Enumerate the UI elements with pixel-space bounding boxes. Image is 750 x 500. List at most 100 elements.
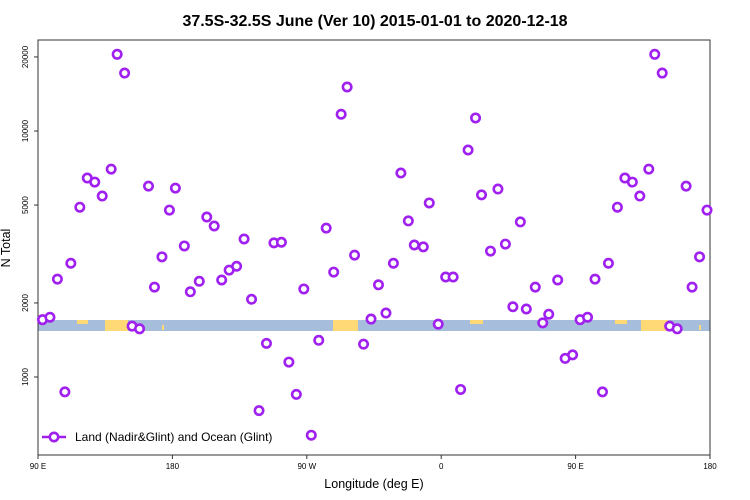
data-point [313,334,325,346]
data-point [208,220,220,232]
data-point [484,245,496,257]
data-point [476,189,488,201]
y-tick-label: 10000 [21,119,30,142]
data-point [671,323,683,335]
legend-label: Land (Nadir&Glint) and Ocean (Glint) [75,430,272,444]
data-point [582,311,594,323]
data-point [184,286,196,298]
data-point [169,182,181,194]
data-point [320,222,332,234]
chart-title: 37.5S-32.5S June (Ver 10) 2015-01-01 to … [182,13,567,30]
data-point [529,281,541,293]
data-point [567,349,579,361]
data-point [462,144,474,156]
data-point [201,211,213,223]
data-point [686,281,698,293]
x-axis: 90 E 180 90 W 0 90 E 180 [30,455,717,471]
data-point [260,337,272,349]
data-point [470,112,482,124]
x-tick-label: 180 [166,462,180,471]
y-tick-label: 5000 [21,196,30,214]
x-tick-label: 90 E [567,462,583,471]
data-point [119,67,131,79]
legend-marker [48,431,60,443]
data-point [74,201,86,213]
y-axis: 1000 2000 5000 10000 20000 [21,45,38,386]
data-point [543,308,555,320]
data-point [51,273,63,285]
data-point [447,271,459,283]
data-point [305,429,317,441]
y-tick-label: 1000 [21,368,30,386]
data-point [178,240,190,252]
data-point [111,48,123,60]
data-point [298,283,310,295]
data-point [537,317,549,329]
data-point [380,307,392,319]
data-point [499,238,511,250]
y-tick-label: 20000 [21,45,30,68]
legend: Land (Nadir&Glint) and Ocean (Glint) [42,430,272,444]
data-point [514,216,526,228]
data-point [365,313,377,325]
data-point [423,197,435,209]
data-point [65,257,77,269]
data-point [238,233,250,245]
y-axis-label: N Total [0,229,13,268]
data-points [36,48,713,441]
data-point [341,81,353,93]
x-tick-label: 90 E [30,462,46,471]
data-point [602,257,614,269]
data-point [626,176,638,188]
data-point [552,274,564,286]
data-point [143,180,155,192]
data-point [520,303,532,315]
data-point [372,279,384,291]
y-tick-label: 2000 [21,293,30,311]
data-point [634,190,646,202]
data-point [349,249,361,261]
land-patch [615,320,627,324]
land-ocean-band [38,320,710,331]
data-point [408,239,420,251]
x-tick-label: 180 [703,462,717,471]
land-patch [470,320,483,324]
data-point [507,301,519,313]
data-point [275,236,287,248]
data-point [358,338,370,350]
data-point [335,108,347,120]
data-point [89,176,101,188]
data-point [231,260,243,272]
plot-frame [37,39,711,456]
data-point [492,183,504,195]
data-point [246,293,258,305]
land-patch [641,320,668,331]
data-point [701,204,713,216]
data-point [455,383,467,395]
data-point [596,386,608,398]
data-point [148,281,160,293]
x-tick-label: 0 [439,462,444,471]
data-point [417,241,429,253]
data-point [156,251,168,263]
data-point [589,273,601,285]
data-point [402,215,414,227]
data-point [253,405,265,417]
data-point [432,318,444,330]
data-point [96,190,108,202]
data-point [611,201,623,213]
data-point [163,204,175,216]
data-point [290,388,302,400]
land-patch [162,325,164,330]
data-point [216,274,228,286]
data-point [193,275,205,287]
ocean-band [38,320,710,331]
data-point [105,163,117,175]
data-point [656,67,668,79]
land-patch [105,320,128,331]
data-point [328,266,340,278]
data-point [44,311,56,323]
land-patch [333,320,358,331]
land-patch [77,320,88,324]
